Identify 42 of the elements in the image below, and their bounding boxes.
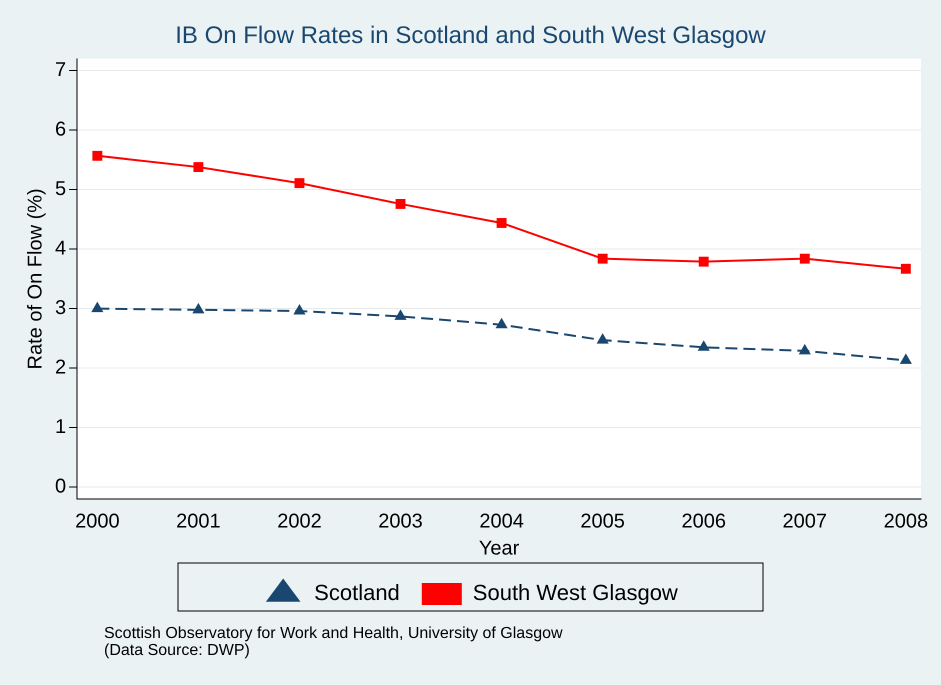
point [496,318,508,328]
x-tick-label: 2008 [884,510,928,533]
y-tick-label: 2 [55,356,66,379]
x-tick-label: 2000 [75,510,120,533]
x-tick-label: 2007 [782,510,828,533]
legend-label: South West Glasgow [472,580,678,606]
legend-label: Scotland [314,580,400,606]
x-tick-label: 2006 [681,510,726,533]
point [91,302,104,312]
point [798,344,811,354]
point [900,264,911,274]
y-axis-title: Rate of On Flow (%) [24,188,47,370]
x-tick-label: 2003 [378,510,423,533]
x-tick-label: 2005 [580,510,625,533]
point [598,254,608,264]
point [92,150,102,161]
point [496,218,507,228]
text: (Data Source: DWP) [104,642,251,659]
y-tick-label: 0 [55,476,66,498]
x-tick-label: 2004 [479,510,524,533]
y-tick-label: 4 [55,238,66,260]
point [293,304,306,315]
y-tick-label: 6 [55,118,66,141]
point [396,199,406,209]
point [596,333,609,344]
point [193,162,204,172]
point [294,178,304,188]
x-tick-label: 2002 [277,510,322,533]
x-tick-label: 2001 [176,510,221,533]
y-tick-label: 3 [55,297,66,320]
point [192,302,204,314]
x-axis-title: Year [478,538,520,560]
point [698,340,710,351]
point [698,256,709,267]
point [800,254,810,264]
text: Scottish Observatory for Work and Health, University of Glasgow [104,625,563,642]
point [394,309,407,320]
y-tick-label: 5 [55,178,66,200]
chart-title: IB On Flow Rates in Scotland and South West Glasgow [175,22,766,50]
y-tick-label: 1 [55,416,66,438]
point [900,353,912,364]
y-tick-label: 7 [55,59,66,82]
